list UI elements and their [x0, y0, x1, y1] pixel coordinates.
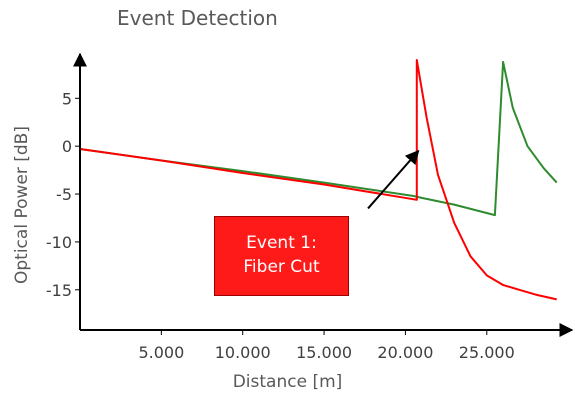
x-tick-label: 15.000: [296, 343, 352, 362]
series-line-1: [79, 59, 557, 301]
chart-title: Event Detection: [117, 6, 278, 30]
x-tick-label: 5.000: [138, 343, 184, 362]
ticks-layer: 5.000 10.000 15.000 20.000 25.000 5 0 -5 -10 -15: [46, 89, 515, 362]
y-tick-label: 5: [62, 89, 72, 108]
arrow-layer: [367, 149, 420, 210]
event-annotation-line2: Fiber Cut: [243, 257, 320, 277]
y-tick-label: 0: [62, 137, 72, 156]
x-tick-label: 10.000: [215, 343, 271, 362]
x-tick-label: 20.000: [377, 343, 433, 362]
x-tick-label: 25.000: [459, 343, 515, 362]
series-line-0: [79, 60, 558, 217]
event-annotation-line1: Event 1:: [246, 233, 317, 253]
series-layer: [79, 59, 558, 301]
y-tick-label: -10: [46, 233, 72, 252]
x-axis-label: Distance [m]: [232, 372, 343, 392]
y-tick-label: -5: [56, 185, 72, 204]
axes-layer: [73, 52, 574, 337]
annotation-arrow-0: [367, 149, 420, 210]
y-tick-label: -15: [46, 281, 72, 300]
event-annotation-box: Event 1: Fiber Cut: [214, 216, 349, 296]
y-axis-label: Optical Power [dB]: [12, 126, 32, 284]
